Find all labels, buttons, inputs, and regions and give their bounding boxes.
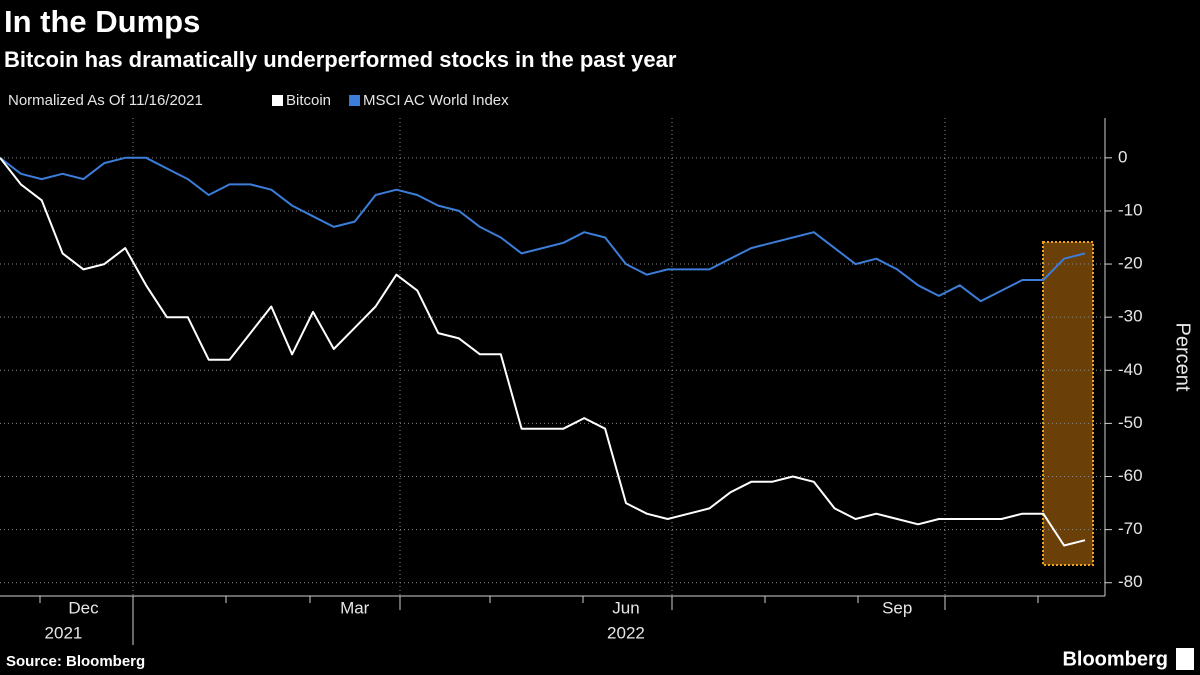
x-tick-label: Jun [612,598,639,617]
y-tick-label: -40 [1118,360,1143,379]
chart-subtitle: Bitcoin has dramatically underperformed … [4,47,677,72]
x-axis-ticks [39,596,1039,645]
x-year-label: 2022 [607,623,645,642]
y-axis-label: Percent [1172,323,1194,392]
y-tick-label: -30 [1118,307,1143,326]
y-tick-label: -50 [1118,413,1143,432]
brand-logo: Bloomberg [1062,648,1168,670]
source: Source: Bloomberg [6,653,145,670]
y-tick-label: -80 [1118,572,1143,591]
y-tick-label: -70 [1118,519,1143,538]
legend-swatch [349,95,361,106]
x-tick-label: Sep [882,598,912,617]
legend-label: MSCI AC World Index [363,92,509,109]
brand-icon [1176,648,1194,670]
legend-swatch [272,95,283,106]
series-line [0,156,1086,303]
y-tick-label: -60 [1118,466,1143,485]
chart-title: In the Dumps [4,4,200,39]
legend-title: Normalized As Of 11/16/2021 [8,92,203,109]
x-year-label: 2021 [45,623,83,642]
legend: Bitcoin MSCI AC World Index [272,92,509,109]
y-tick-label: -10 [1118,200,1143,219]
highlight-box [1042,241,1094,566]
y-tick-label: -20 [1118,254,1143,273]
series-line [0,157,1086,547]
y-tick-label: 0 [1118,147,1127,166]
legend-label: Bitcoin [286,92,331,109]
x-tick-label: Dec [68,598,99,617]
x-tick-label: Mar [340,598,370,617]
